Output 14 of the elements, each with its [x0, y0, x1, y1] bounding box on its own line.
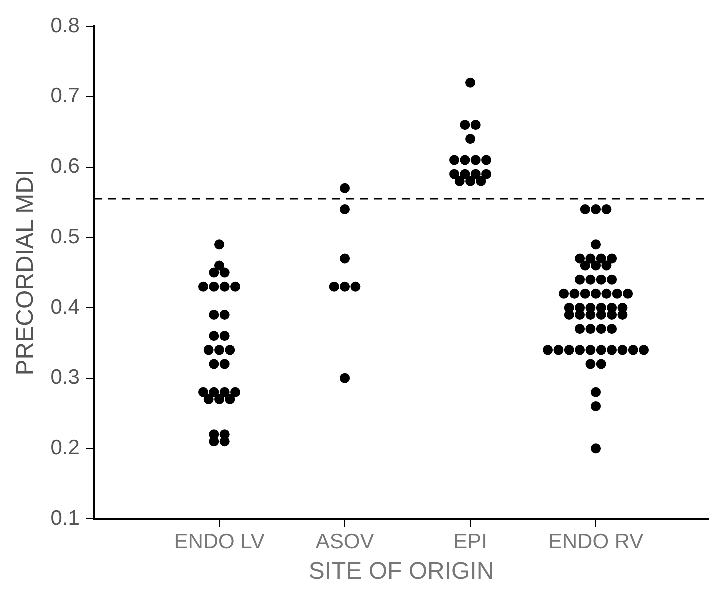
y-axis-title: PRECORDIAL MDI: [12, 170, 40, 376]
y-tick-label: 0.7: [50, 84, 80, 108]
x-axis-title: SITE OF ORIGIN: [308, 558, 494, 586]
y-tick-label: 0.5: [50, 225, 80, 248]
y-tick-label: 0.6: [50, 155, 80, 178]
x-tick-label: ENDO LV: [174, 530, 265, 554]
x-tick-label: EPI: [454, 530, 488, 554]
y-tick-label: 0.8: [50, 14, 80, 38]
x-tick-label: ENDO RV: [548, 530, 644, 554]
x-tick-label: ASOV: [316, 530, 374, 554]
y-tick-label: 0.2: [50, 436, 80, 460]
y-tick-label: 0.1: [50, 506, 80, 530]
y-tick-label: 0.4: [50, 296, 80, 319]
y-tick-label: 0.3: [50, 366, 80, 390]
